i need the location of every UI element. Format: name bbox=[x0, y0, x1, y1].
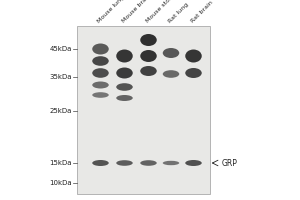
Ellipse shape bbox=[92, 68, 109, 78]
Text: 45kDa: 45kDa bbox=[50, 46, 72, 52]
Ellipse shape bbox=[163, 70, 179, 78]
Ellipse shape bbox=[116, 49, 133, 62]
Text: Mouse brain: Mouse brain bbox=[121, 0, 152, 24]
Ellipse shape bbox=[92, 44, 109, 54]
Ellipse shape bbox=[163, 161, 179, 165]
Text: Mouse lung: Mouse lung bbox=[97, 0, 126, 24]
Text: 25kDa: 25kDa bbox=[50, 108, 72, 114]
Ellipse shape bbox=[92, 82, 109, 88]
Ellipse shape bbox=[185, 49, 202, 62]
Ellipse shape bbox=[140, 160, 157, 166]
Text: 15kDa: 15kDa bbox=[50, 160, 72, 166]
Text: GRP: GRP bbox=[222, 158, 238, 168]
Text: Mouse stomach: Mouse stomach bbox=[145, 0, 184, 24]
Ellipse shape bbox=[116, 68, 133, 78]
Ellipse shape bbox=[116, 160, 133, 166]
Ellipse shape bbox=[185, 68, 202, 78]
Ellipse shape bbox=[163, 48, 179, 58]
Text: 35kDa: 35kDa bbox=[50, 74, 72, 80]
Ellipse shape bbox=[116, 95, 133, 101]
Text: 10kDa: 10kDa bbox=[50, 180, 72, 186]
Ellipse shape bbox=[92, 92, 109, 98]
FancyBboxPatch shape bbox=[76, 26, 210, 194]
Ellipse shape bbox=[185, 160, 202, 166]
Ellipse shape bbox=[92, 160, 109, 166]
Ellipse shape bbox=[140, 50, 157, 62]
Text: Rat brain: Rat brain bbox=[190, 0, 214, 24]
Text: Rat lung: Rat lung bbox=[167, 2, 190, 24]
Ellipse shape bbox=[140, 66, 157, 76]
Ellipse shape bbox=[116, 83, 133, 91]
Ellipse shape bbox=[140, 34, 157, 46]
Ellipse shape bbox=[92, 56, 109, 66]
